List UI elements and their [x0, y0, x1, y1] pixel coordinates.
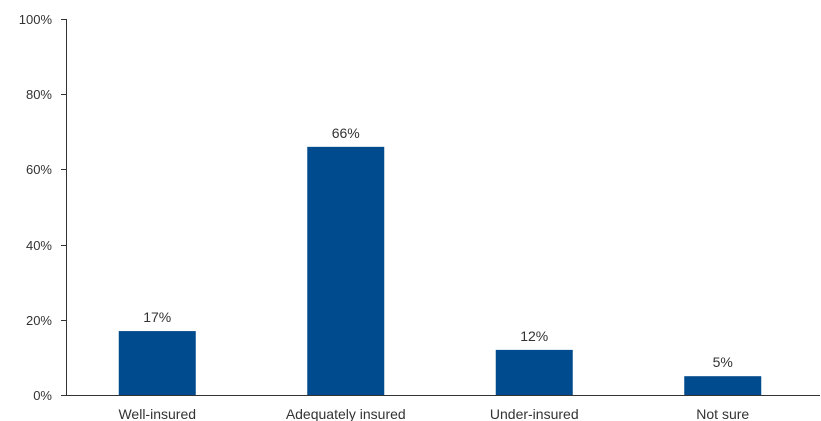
y-axis: 0% 20% 40% 60% 80% 100%: [19, 12, 67, 403]
y-tick-label: 100%: [19, 12, 53, 27]
data-label: 66%: [332, 125, 360, 141]
y-tick-label: 40%: [26, 238, 52, 253]
category-label: Adequately insured: [286, 406, 406, 421]
bars: [118, 146, 762, 395]
y-tick-label: 20%: [26, 313, 52, 328]
category-labels: Well-insured Adequately insured Under-insu…: [118, 406, 749, 421]
y-tick-label: 60%: [26, 162, 52, 177]
category-label: Under-insured: [490, 406, 579, 421]
y-tick-label: 0%: [33, 388, 52, 403]
bar: [307, 146, 385, 395]
data-label: 12%: [520, 328, 548, 344]
data-labels: 17% 66% 12% 5%: [143, 125, 733, 370]
bar: [495, 349, 573, 395]
y-tick-label: 80%: [26, 87, 52, 102]
bar: [684, 376, 762, 395]
category-label: Well-insured: [118, 406, 196, 421]
category-label: Not sure: [696, 406, 749, 421]
data-label: 5%: [713, 354, 733, 370]
data-label: 17%: [143, 309, 171, 325]
bar: [118, 331, 196, 395]
